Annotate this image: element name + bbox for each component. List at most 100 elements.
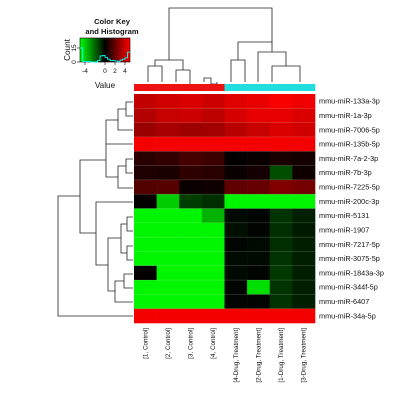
- heatmap-cell: [269, 294, 293, 309]
- heatmap-cell: [247, 151, 271, 166]
- row-label: mmu-miR-135b-5p: [319, 140, 380, 149]
- row-dendrogram: [57, 101, 133, 317]
- heatmap-cell: [292, 265, 316, 281]
- heatmap-cell: [156, 94, 180, 109]
- color-key-histogram: [80, 47, 130, 63]
- heatmap-cell: [269, 151, 293, 166]
- heatmap-cell: [247, 122, 271, 138]
- heatmap-cell: [292, 179, 316, 195]
- heatmap-cell: [201, 108, 225, 123]
- heatmap-cell: [292, 280, 316, 295]
- heatmap-cell: [134, 108, 157, 123]
- column-label: [4, Control]: [210, 328, 217, 359]
- heatmap-cell: [224, 122, 248, 138]
- heatmap-cell: [269, 136, 293, 152]
- heatmap-cell: [201, 179, 225, 195]
- heatmap-cell: [269, 208, 293, 224]
- heatmap-cell: [156, 308, 180, 324]
- heatmap-cell: [292, 136, 316, 152]
- heatmap-cell: [179, 237, 203, 252]
- heatmap-cell: [201, 94, 225, 109]
- column-dendrogram: [147, 7, 301, 85]
- color-key-y-ticks: 0 15: [71, 44, 80, 64]
- column-group-cell: [156, 84, 180, 91]
- heatmap-cell: [247, 308, 271, 324]
- heatmap-cell: [179, 94, 203, 109]
- heatmap-cell: [247, 136, 271, 152]
- heatmap-cell: [156, 294, 180, 309]
- heatmap-cell: [179, 151, 203, 166]
- column-group-bar: [134, 84, 316, 91]
- color-key-x-label: Value: [95, 81, 116, 90]
- color-key-x-tick-label: -4: [82, 68, 88, 75]
- heatmap-cell: [201, 237, 225, 252]
- row-label: mmu-miR-133a-3p: [319, 97, 380, 106]
- heatmap-cell: [134, 208, 157, 224]
- heatmap-cell: [134, 151, 157, 166]
- row-label: mmu-miR-7217-5p: [319, 240, 380, 249]
- heatmap-cells: [134, 94, 316, 324]
- row-label: mmu-miR-7225-5p: [319, 183, 380, 192]
- color-key: Color Key and Histogram -4 0 2 4 015 Count …: [63, 17, 139, 90]
- color-key-x-tick-label: 4: [123, 68, 127, 75]
- heatmap-cell: [179, 265, 203, 281]
- heatmap-cell: [201, 151, 225, 166]
- heatmap-cell: [179, 165, 203, 181]
- heatmap-cell: [156, 265, 180, 281]
- heatmap-cell: [292, 294, 316, 309]
- heatmap-cell: [224, 222, 248, 238]
- heatmap-cell: [156, 179, 180, 195]
- heatmap-cell: [134, 308, 157, 324]
- heatmap-cell: [247, 94, 271, 109]
- heatmap-cell: [224, 208, 248, 224]
- heatmap-cell: [269, 222, 293, 238]
- heatmap-cell: [292, 108, 316, 123]
- heatmap-cell: [247, 237, 271, 252]
- heatmap-cell: [247, 265, 271, 281]
- heatmap-cell: [292, 122, 316, 138]
- heatmap-cell: [292, 194, 316, 209]
- color-key-y-tick-label: 15: [71, 44, 78, 52]
- row-label: mmu-miR-6407: [319, 297, 369, 306]
- column-group-cell: [134, 84, 157, 91]
- heatmap-cell: [201, 122, 225, 138]
- heatmap-cell: [224, 165, 248, 181]
- heatmap-cell: [224, 280, 248, 295]
- column-label: [3-Drug, Treatment]: [301, 328, 308, 383]
- heatmap-cell: [201, 194, 225, 209]
- heatmap-cell: [224, 136, 248, 152]
- color-key-y-label: Count: [63, 38, 72, 61]
- heatmap-cell: [179, 108, 203, 123]
- color-key-y-tick-label: 0: [71, 60, 78, 64]
- heatmap-cell: [247, 179, 271, 195]
- column-group-cell: [179, 84, 203, 91]
- heatmap-cell: [179, 294, 203, 309]
- heatmap-cell: [134, 251, 157, 267]
- row-label: mmu-miR-3075-5p: [319, 254, 380, 263]
- heatmap-cell: [224, 308, 248, 324]
- heatmap-cell: [269, 237, 293, 252]
- heatmap-cell: [201, 280, 225, 295]
- column-group-cell: [269, 84, 293, 91]
- heatmap-cell: [292, 151, 316, 166]
- heatmap-cell: [179, 222, 203, 238]
- heatmap-cell: [292, 237, 316, 252]
- color-key-x-tick-label: 2: [113, 68, 117, 75]
- row-label: mmu-miR-7006-5p: [319, 125, 380, 134]
- heatmap-cell: [269, 265, 293, 281]
- heatmap-cell: [247, 108, 271, 123]
- column-label: [2-Drug, Treatment]: [255, 328, 262, 383]
- heatmap-cell: [247, 294, 271, 309]
- heatmap-cell: [179, 136, 203, 152]
- heatmap-cell: [179, 122, 203, 138]
- heatmap-cell: [224, 251, 248, 267]
- heatmap-cell: [201, 208, 225, 224]
- heatmap-cell: [224, 294, 248, 309]
- column-label: [2, Control]: [165, 328, 172, 359]
- heatmap-cell: [179, 251, 203, 267]
- heatmap-cell: [134, 136, 157, 152]
- heatmap-cell: [269, 94, 293, 109]
- heatmap-cell: [134, 194, 157, 209]
- heatmap-cell: [201, 136, 225, 152]
